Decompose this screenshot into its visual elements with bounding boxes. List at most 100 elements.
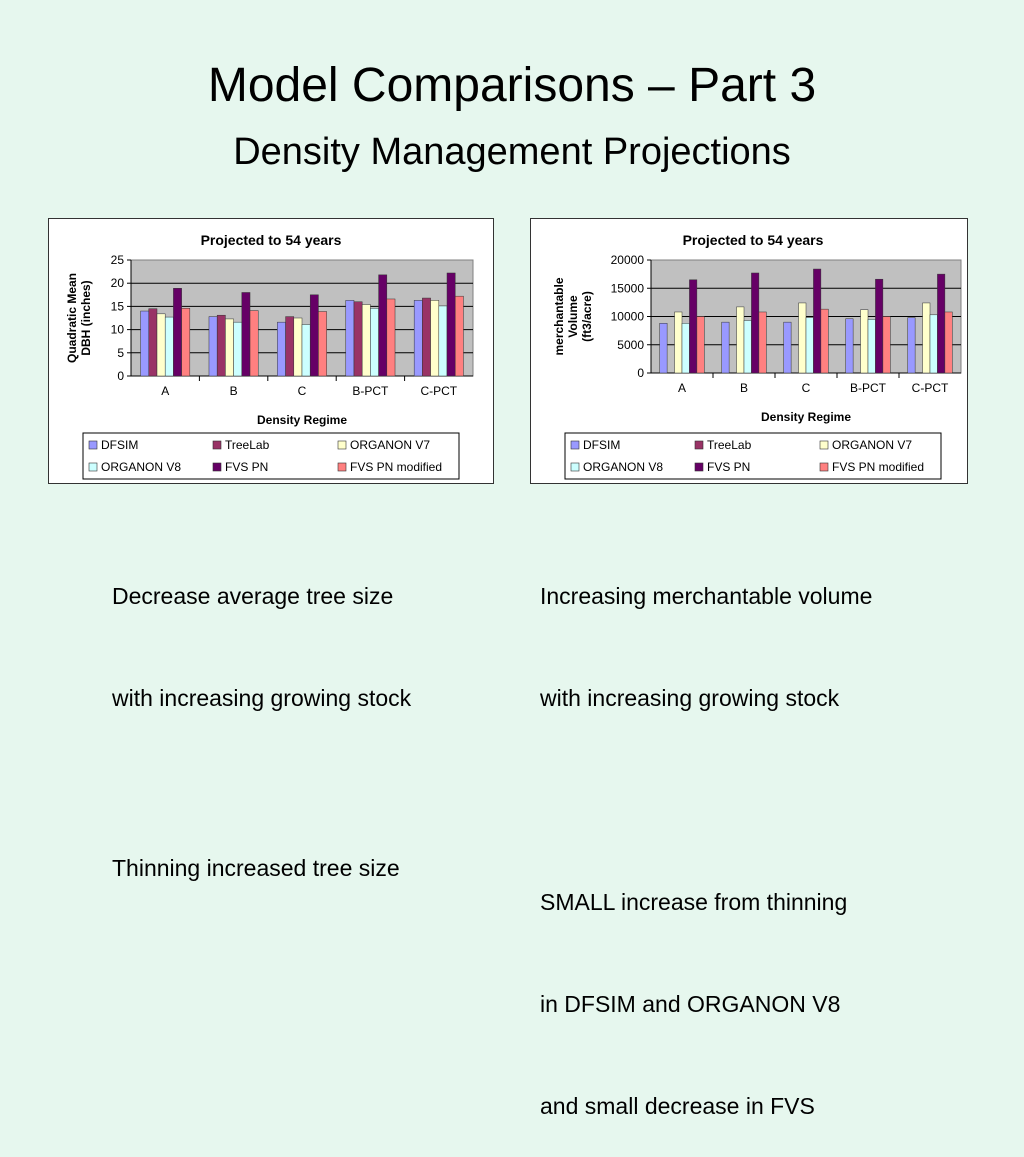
- volume-bar: [929, 314, 938, 374]
- dbh-x-tick-label: B: [230, 384, 238, 398]
- dbh-x-tick-label: C-PCT: [420, 384, 457, 398]
- dbh-bar: [309, 294, 319, 377]
- dbh-chart-title: Projected to 54 years: [201, 232, 342, 248]
- right-note-line: [540, 783, 872, 817]
- volume-y-tick-label: 10000: [611, 310, 645, 324]
- dbh-bar: [277, 321, 286, 377]
- dbh-legend-label: TreeLab: [225, 438, 270, 452]
- dbh-bar: [413, 300, 423, 377]
- dbh-bar: [378, 274, 388, 377]
- volume-bar: [922, 302, 931, 374]
- dbh-legend-swatch: [212, 440, 222, 450]
- right-note-line: SMALL increase from thinning: [540, 889, 848, 915]
- volume-legend-label: DFSIM: [583, 438, 620, 452]
- dbh-legend-swatch: [88, 440, 98, 450]
- volume-bar: [758, 311, 767, 374]
- dbh-legend-swatch: [88, 462, 98, 472]
- volume-y-axis-label-line: (ft3/acre): [580, 291, 594, 342]
- volume-bar: [689, 279, 698, 374]
- volume-x-tick-label: B: [740, 381, 748, 395]
- volume-bar: [743, 320, 752, 374]
- volume-legend: [564, 432, 942, 480]
- dbh-bar: [156, 313, 166, 377]
- dbh-y-tick-label: 20: [111, 276, 125, 290]
- dbh-bar: [446, 272, 456, 377]
- dbh-bar: [225, 318, 234, 377]
- volume-bar: [820, 308, 829, 374]
- volume-bar: [867, 319, 876, 374]
- volume-legend-swatch: [819, 462, 829, 472]
- dbh-bar: [148, 308, 158, 377]
- volume-y-axis-label-line: merchantable: [552, 277, 566, 355]
- volume-legend-swatch: [694, 462, 704, 472]
- dbh-chart-svg: Projected to 54 years 0 5 10 15 20 25 A B C B-PCT C…: [65, 232, 474, 480]
- slide-subtitle: Density Management Projections: [233, 131, 791, 173]
- dbh-legend: [82, 432, 460, 480]
- volume-bar: [674, 311, 683, 374]
- dbh-legend-label: DFSIM: [101, 438, 138, 452]
- dbh-y-axis-label: Quadratic Mean DBH (inches): [65, 273, 93, 363]
- dbh-bar: [430, 300, 440, 377]
- volume-bar: [944, 311, 953, 374]
- volume-bar: [751, 272, 760, 374]
- dbh-bar: [285, 316, 295, 377]
- dbh-x-tick-label: B-PCT: [352, 384, 389, 398]
- volume-y-tick-label: 5000: [617, 338, 644, 352]
- dbh-y-tick-label: 15: [111, 299, 125, 313]
- dbh-bar: [216, 314, 226, 377]
- dbh-y-tick-label: 10: [111, 323, 125, 337]
- dbh-bar: [140, 310, 150, 377]
- right-note-line: with increasing growing stock: [540, 685, 840, 711]
- dbh-bar: [293, 317, 303, 377]
- dbh-bar: [233, 321, 243, 377]
- dbh-bar: [438, 305, 448, 377]
- dbh-legend-swatch: [212, 462, 222, 472]
- dbh-bar: [370, 308, 379, 377]
- dbh-y-tick-label: 25: [111, 253, 125, 267]
- dbh-y-axis-label-line: Quadratic Mean: [65, 273, 79, 363]
- dbh-bar: [422, 297, 431, 377]
- dbh-legend-label: FVS PN modified: [350, 460, 442, 474]
- volume-bar: [736, 306, 745, 374]
- right-note-line: in DFSIM and ORGANON V8: [540, 991, 841, 1017]
- volume-legend-swatch: [694, 440, 704, 450]
- dbh-bar: [181, 308, 191, 377]
- volume-bar: [875, 278, 884, 374]
- volume-bar: [681, 323, 690, 374]
- dbh-bar: [164, 316, 174, 377]
- dbh-legend-swatch: [337, 440, 347, 450]
- dbh-bar: [454, 295, 464, 377]
- dbh-legend-swatch: [337, 462, 347, 472]
- dbh-bar: [353, 301, 363, 377]
- volume-bar: [805, 317, 814, 374]
- volume-y-tick-label: 0: [637, 366, 644, 380]
- dbh-legend-label: ORGANON V7: [350, 438, 430, 452]
- left-notes: Decrease average tree size with increasi…: [112, 511, 411, 919]
- left-note-line: Decrease average tree size: [112, 583, 394, 609]
- volume-legend-label: ORGANON V8: [583, 460, 663, 474]
- volume-bar: [860, 309, 869, 374]
- dbh-bar: [318, 311, 327, 377]
- volume-chart: Projected to 54 years 0 5000 10000 15000 2000…: [530, 218, 968, 484]
- volume-bar: [721, 321, 730, 374]
- dbh-bar: [386, 298, 396, 377]
- volume-y-tick-label: 20000: [611, 253, 645, 267]
- dbh-legend-label: ORGANON V8: [101, 460, 181, 474]
- dbh-bar: [173, 288, 182, 377]
- volume-y-tick-label: 15000: [611, 281, 645, 295]
- right-notes: Increasing merchantable volume with incr…: [540, 511, 872, 1157]
- dbh-x-tick-label: C: [298, 384, 307, 398]
- right-note-line: Increasing merchantable volume: [540, 583, 873, 609]
- volume-bar: [882, 316, 891, 374]
- dbh-bar: [208, 316, 218, 377]
- dbh-y-tick-label: 5: [117, 346, 124, 360]
- dbh-bar: [345, 300, 355, 377]
- dbh-legend-label: FVS PN: [225, 460, 268, 474]
- volume-bar: [696, 316, 705, 374]
- volume-y-axis-label-line: Volume: [566, 295, 580, 338]
- dbh-y-tick-label: 0: [117, 369, 124, 383]
- volume-bar: [798, 302, 807, 374]
- volume-bar: [813, 268, 822, 374]
- volume-legend-label: FVS PN modified: [832, 460, 924, 474]
- dbh-y-axis-label-line: DBH (inches): [79, 280, 93, 355]
